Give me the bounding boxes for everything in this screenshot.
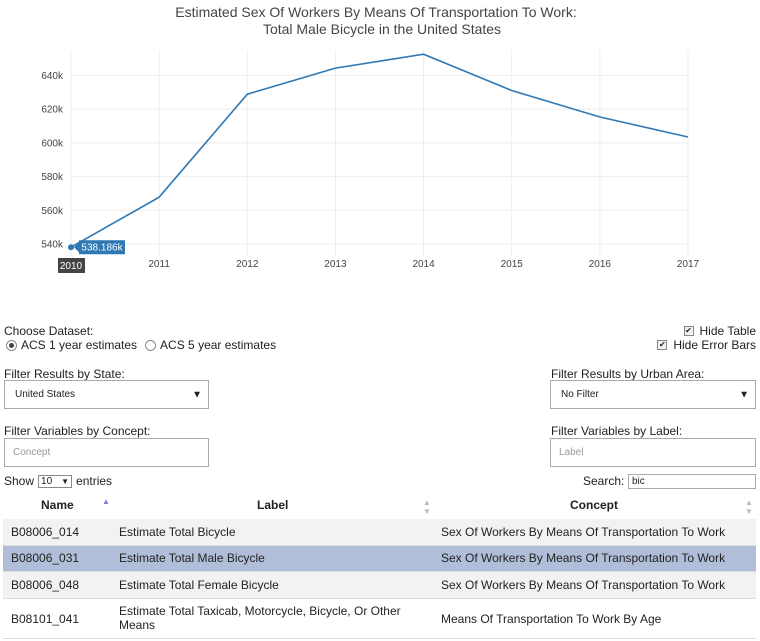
x-tick-label: 2012 xyxy=(236,259,259,270)
cell-concept: Means Of Transportation To Work By Age xyxy=(441,612,662,626)
y-tick-label: 600k xyxy=(41,138,64,149)
cell-concept: Sex Of Workers By Means Of Transportatio… xyxy=(441,551,726,565)
search-input-value: bic xyxy=(632,476,645,487)
hide-table-toggle[interactable]: ✔ Hide Table xyxy=(636,324,756,338)
x-tick-label: 2015 xyxy=(501,259,524,270)
x-hover-box xyxy=(58,258,85,273)
x-tick-label: 2016 xyxy=(589,259,612,270)
table-row[interactable]: B08101_041 Estimate Total Taxicab, Motor… xyxy=(3,599,756,639)
sort-icon[interactable]: ▲ ▼ xyxy=(423,498,431,516)
chart-grid xyxy=(70,50,689,256)
hover-point xyxy=(68,244,74,251)
table-row[interactable]: B08006_014 Estimate Total Bicycle Sex Of… xyxy=(3,519,756,546)
entries-length-control: Show 10 ▼ entries xyxy=(4,474,112,488)
tooltip-box xyxy=(79,240,125,255)
chevron-down-icon: ▼ xyxy=(61,476,70,486)
series-layer xyxy=(70,53,689,248)
label-placeholder: Label xyxy=(559,447,584,458)
column-header-concept[interactable]: Concept xyxy=(570,498,618,512)
line-chart: Estimated Sex Of Workers By Means Of Tra… xyxy=(41,4,700,273)
x-hover-label: 2010 xyxy=(60,261,83,272)
y-tick-label: 580k xyxy=(41,172,64,183)
filter-concept-label: Filter Variables by Concept: xyxy=(4,424,151,438)
cell-name: B08006_048 xyxy=(11,578,80,592)
hide-error-bars-label[interactable]: Hide Error Bars xyxy=(673,338,756,352)
entries-label: entries xyxy=(76,474,113,488)
urban-area-select[interactable]: No Filter ▼ xyxy=(550,380,756,409)
cell-concept: Sex Of Workers By Means Of Transportatio… xyxy=(441,525,726,539)
hide-error-bars-toggle[interactable]: ✔ Hide Error Bars xyxy=(636,338,756,352)
x-tick-label: 2011 xyxy=(148,259,170,270)
cell-name: B08006_031 xyxy=(11,551,80,565)
cell-label: Estimate Total Male Bicycle xyxy=(119,551,265,565)
entries-select[interactable]: 10 ▼ xyxy=(38,474,73,488)
filter-urban-label: Filter Results by Urban Area: xyxy=(551,367,705,381)
label-filter-input[interactable]: Label xyxy=(550,438,756,467)
y-tick-label: 540k xyxy=(41,240,64,251)
cell-concept: Sex Of Workers By Means Of Transportatio… xyxy=(441,578,726,592)
cell-label: Estimate Total Taxicab, Motorcycle, Bicy… xyxy=(119,604,401,632)
cell-name: B08006_014 xyxy=(11,525,80,539)
entries-select-value: 10 xyxy=(41,475,53,487)
table-row-selected[interactable]: B08006_031 Estimate Total Male Bicycle S… xyxy=(3,546,756,572)
chart-subtitle: Total Male Bicycle in the United States xyxy=(263,21,501,37)
hover-tooltip: 538.186k 2010 xyxy=(58,240,125,273)
tooltip-pointer xyxy=(74,242,79,253)
cell-name: B08101_041 xyxy=(11,612,80,626)
x-tick-label: 2013 xyxy=(324,259,347,270)
x-tick-label: 2017 xyxy=(677,259,700,270)
state-select[interactable]: United States ▼ xyxy=(4,380,209,409)
concept-filter-input[interactable]: Concept xyxy=(4,438,209,467)
hide-error-bars-checkbox[interactable]: ✔ xyxy=(657,340,668,350)
column-header-label[interactable]: Label xyxy=(257,498,289,512)
sort-asc-icon[interactable]: ▲ xyxy=(102,497,110,506)
dataset-radio-group: ACS 1 year estimates ACS 5 year estimate… xyxy=(6,338,276,352)
x-tick-label: 2014 xyxy=(412,259,435,270)
chart-title: Estimated Sex Of Workers By Means Of Tra… xyxy=(175,4,576,20)
column-header-name[interactable]: Name xyxy=(41,498,74,512)
y-tick-label: 620k xyxy=(41,105,64,116)
cell-label: Estimate Total Female Bicycle xyxy=(119,578,279,592)
series-line xyxy=(70,53,689,248)
y-tick-label: 560k xyxy=(41,206,64,217)
table-header: Name ▲ Label ▲ ▼ Concept ▲ ▼ xyxy=(3,495,756,520)
filter-label-label: Filter Variables by Label: xyxy=(551,424,683,438)
urban-select-value: No Filter xyxy=(561,389,599,400)
search-label: Search: xyxy=(583,474,625,488)
radio-acs5-label[interactable]: ACS 5 year estimates xyxy=(160,338,277,352)
search-input[interactable]: bic xyxy=(628,474,756,489)
tooltip-value: 538.186k xyxy=(81,243,123,254)
radio-acs1[interactable] xyxy=(6,339,17,351)
y-tick-label: 640k xyxy=(41,71,64,82)
hide-table-checkbox[interactable]: ✔ xyxy=(683,326,694,336)
y-axis: 540k 560k 580k 600k 620k 640k xyxy=(41,71,64,251)
choose-dataset-label: Choose Dataset: xyxy=(4,324,94,338)
radio-acs5[interactable] xyxy=(145,339,157,351)
cell-label: Estimate Total Bicycle xyxy=(119,525,236,539)
concept-placeholder: Concept xyxy=(13,447,51,458)
show-label: Show xyxy=(4,474,35,488)
table-row[interactable]: B08006_048 Estimate Total Female Bicycle… xyxy=(3,572,756,599)
chevron-down-icon: ▼ xyxy=(192,389,202,400)
state-select-value: United States xyxy=(15,389,76,400)
sort-icon[interactable]: ▲ ▼ xyxy=(745,498,753,516)
x-axis: 2011 2012 2013 2014 2015 2016 2017 xyxy=(148,259,699,270)
chevron-down-icon: ▼ xyxy=(739,389,749,400)
hide-table-label[interactable]: Hide Table xyxy=(699,324,756,338)
radio-acs1-label[interactable]: ACS 1 year estimates xyxy=(21,338,138,352)
filter-state-label: Filter Results by State: xyxy=(4,367,125,381)
